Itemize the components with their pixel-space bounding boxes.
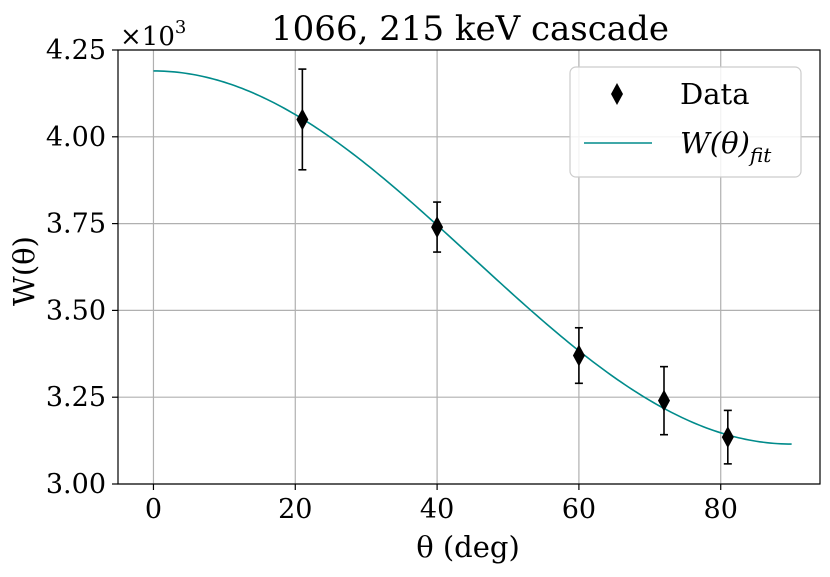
data-series bbox=[296, 68, 734, 465]
legend-fit-label: W(θ)fit bbox=[680, 126, 772, 167]
x-tick-label: 80 bbox=[704, 494, 738, 525]
y-tick-label: 3.00 bbox=[46, 469, 106, 500]
data-point bbox=[721, 426, 734, 449]
y-tick-label: 4.00 bbox=[46, 122, 106, 153]
y-offset-label: ×103 bbox=[120, 17, 186, 52]
data-point bbox=[296, 108, 309, 131]
y-tick-label: 3.50 bbox=[46, 295, 106, 326]
x-tick-label: 40 bbox=[420, 494, 454, 525]
data-point bbox=[658, 389, 670, 412]
y-offset-base: ×10 bbox=[120, 22, 175, 52]
legend-data-marker bbox=[611, 83, 623, 105]
x-tick-label: 20 bbox=[278, 494, 312, 525]
legend-box bbox=[569, 66, 802, 178]
ticks: 0 20 40 60 80 3.00 3.25 3.50 3.75 4.00 4.25 bbox=[46, 35, 738, 525]
y-offset-exponent: 3 bbox=[175, 17, 186, 38]
fit-series bbox=[153, 70, 792, 445]
data-point bbox=[572, 344, 585, 367]
chart-title: 1066, 215 keV cascade bbox=[271, 9, 669, 49]
x-tick-label: 0 bbox=[145, 494, 162, 525]
fit-curve bbox=[153, 70, 792, 445]
x-axis-label: θ (deg) bbox=[416, 530, 520, 564]
legend-fit-name: W(θ) bbox=[680, 126, 750, 160]
x-tick-label: 60 bbox=[562, 494, 596, 525]
legend: Data W(θ)fit bbox=[569, 66, 802, 178]
y-axis-label: W(θ) bbox=[7, 236, 41, 306]
legend-data-label: Data bbox=[680, 77, 749, 111]
legend-fit-subscript: fit bbox=[748, 143, 772, 167]
y-tick-label: 3.25 bbox=[46, 382, 106, 413]
y-tick-label: 4.25 bbox=[46, 35, 106, 66]
data-point bbox=[431, 216, 444, 239]
y-tick-label: 3.75 bbox=[46, 209, 106, 240]
plot-frame bbox=[117, 49, 821, 485]
